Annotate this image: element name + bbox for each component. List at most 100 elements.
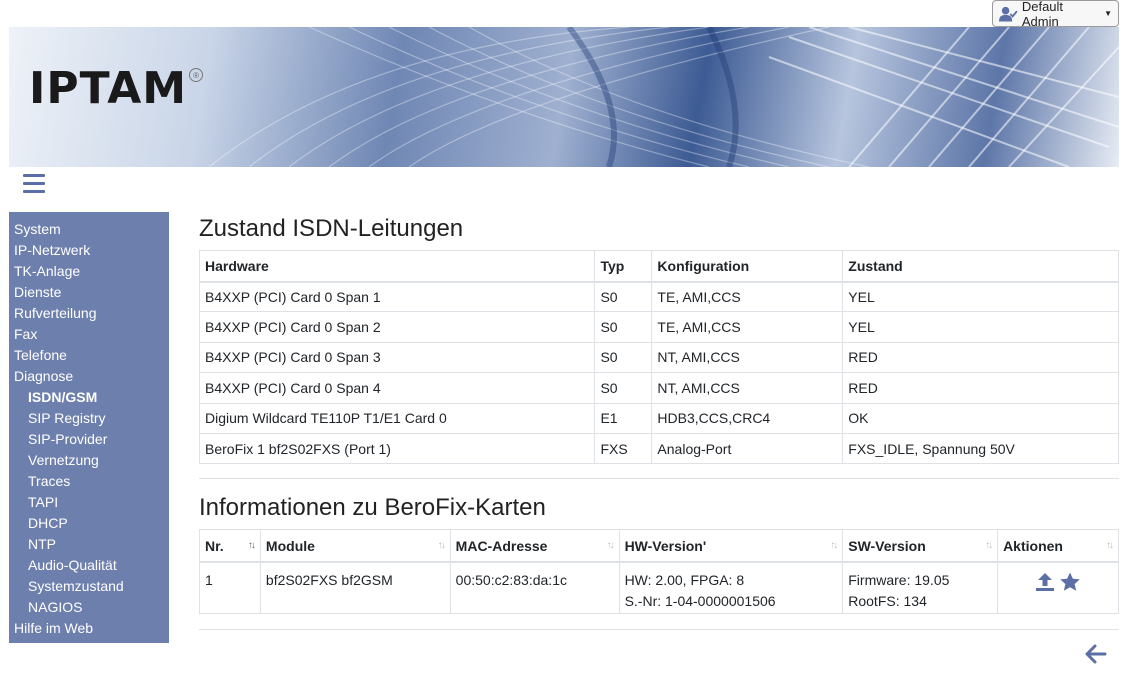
user-menu-button[interactable]: Default Admin ▼ bbox=[992, 0, 1119, 29]
cell-typ: S0 bbox=[594, 280, 653, 313]
column-header-sw-version[interactable]: SW-Version ↑↓ bbox=[842, 529, 999, 563]
berofix-table: Nr. ↑↓ Module ↑↓ MAC-Adresse ↑↓ HW-Version'… bbox=[199, 529, 1119, 615]
main-content: Zustand ISDN-Leitungen Hardware Typ Konf… bbox=[198, 212, 1119, 631]
cell-zustand: YEL bbox=[842, 280, 1119, 313]
cell-konfiguration: HDB3,CCS,CRC4 bbox=[651, 402, 844, 434]
sidebar-item-dhcp[interactable]: DHCP bbox=[28, 515, 68, 531]
column-header-label: MAC-Adresse bbox=[455, 537, 548, 554]
sidebar-item-traces[interactable]: Traces bbox=[28, 473, 71, 489]
table-row: B4XXP (PCI) Card 0 Span 2 S0 TE, AMI,CCS… bbox=[198, 311, 1119, 343]
cell-hw-version: HW: 2.00, FPGA: 8 S.-Nr: 1-04-0000001506 bbox=[618, 561, 844, 615]
registered-mark-icon: ® bbox=[189, 68, 204, 82]
column-header-hardware: Hardware bbox=[198, 250, 596, 283]
star-icon[interactable] bbox=[1059, 572, 1081, 592]
serial-number-line: S.-Nr: 1-04-0000001506 bbox=[624, 592, 776, 609]
caret-down-icon: ▼ bbox=[1104, 9, 1112, 18]
column-header-label: HW-Version' bbox=[624, 537, 707, 554]
sidebar-item-audio-qualitaet[interactable]: Audio-Qualität bbox=[28, 557, 117, 573]
cell-zustand: RED bbox=[842, 341, 1119, 374]
user-menu-label: Default Admin bbox=[1021, 0, 1064, 29]
cell-typ: S0 bbox=[594, 372, 653, 404]
sidebar-item-vernetzung[interactable]: Vernetzung bbox=[28, 452, 99, 468]
sort-icon: ↑↓ bbox=[247, 540, 256, 552]
hw-version-line: HW: 2.00, FPGA: 8 bbox=[624, 571, 745, 588]
table-row: Digium Wildcard TE110P T1/E1 Card 0 E1 H… bbox=[198, 402, 1119, 434]
sidebar-item-sip-registry[interactable]: SIP Registry bbox=[28, 410, 106, 426]
section-divider bbox=[199, 629, 1119, 631]
cell-konfiguration: Analog-Port bbox=[651, 432, 844, 465]
cell-hardware: B4XXP (PCI) Card 0 Span 2 bbox=[198, 311, 596, 343]
cell-konfiguration: TE, AMI,CCS bbox=[651, 280, 844, 313]
rootfs-line: RootFS: 134 bbox=[848, 592, 927, 609]
berofix-section-title: Informationen zu BeroFix-Karten bbox=[199, 494, 546, 522]
cell-typ: S0 bbox=[594, 311, 653, 343]
iptam-logo: IPTAM ® bbox=[29, 63, 204, 114]
cell-zustand: FXS_IDLE, Spannung 50V bbox=[842, 432, 1119, 465]
sidebar-item-sip-provider[interactable]: SIP-Provider bbox=[28, 431, 108, 447]
column-header-konfiguration: Konfiguration bbox=[651, 250, 844, 283]
column-header-label: Nr. bbox=[205, 537, 224, 554]
sidebar-item-ip-netzwerk[interactable]: IP-Netzwerk bbox=[14, 242, 91, 258]
column-header-hw-version[interactable]: HW-Version' ↑↓ bbox=[618, 529, 844, 563]
sort-icon: ↑↓ bbox=[1106, 540, 1114, 552]
sidebar-item-fax[interactable]: Fax bbox=[14, 326, 38, 342]
cell-hardware: BeroFix 1 bf2S02FXS (Port 1) bbox=[198, 432, 596, 465]
cell-konfiguration: NT, AMI,CCS bbox=[651, 341, 844, 374]
sidebar-item-nagios[interactable]: NAGIOS bbox=[28, 599, 83, 615]
sidebar-item-diagnose[interactable]: Diagnose bbox=[14, 368, 74, 384]
column-header-mac-adresse[interactable]: MAC-Adresse ↑↓ bbox=[449, 529, 620, 563]
sidebar-item-system[interactable]: System bbox=[14, 221, 61, 237]
sort-icon: ↑↓ bbox=[985, 540, 993, 552]
cell-hardware: B4XXP (PCI) Card 0 Span 1 bbox=[198, 280, 596, 313]
sort-icon: ↑↓ bbox=[830, 540, 838, 552]
cell-nr: 1 bbox=[199, 561, 261, 615]
logo-text: IPTAM bbox=[29, 63, 188, 114]
column-header-module[interactable]: Module ↑↓ bbox=[259, 529, 451, 563]
column-header-zustand: Zustand bbox=[842, 250, 1119, 283]
sidebar-item-ntp[interactable]: NTP bbox=[28, 536, 56, 552]
section-divider bbox=[199, 478, 1119, 480]
cell-typ: E1 bbox=[594, 402, 653, 434]
sidebar-item-isdn-gsm[interactable]: ISDN/GSM bbox=[28, 389, 98, 405]
column-header-typ: Typ bbox=[594, 250, 653, 283]
cell-aktionen bbox=[997, 561, 1119, 615]
isdn-section-title: Zustand ISDN-Leitungen bbox=[199, 215, 464, 242]
sidebar-item-rufverteilung[interactable]: Rufverteilung bbox=[14, 305, 97, 321]
table-header-row: Hardware Typ Konfiguration Zustand bbox=[198, 250, 1119, 283]
cell-hardware: B4XXP (PCI) Card 0 Span 4 bbox=[198, 372, 596, 404]
cell-hardware: B4XXP (PCI) Card 0 Span 3 bbox=[198, 341, 596, 374]
cell-konfiguration: NT, AMI,CCS bbox=[651, 372, 844, 404]
sidebar-item-hilfe-im-web[interactable]: Hilfe im Web bbox=[14, 620, 94, 636]
sidebar: System IP-Netzwerk TK-Anlage Dienste Ruf… bbox=[9, 212, 169, 643]
cell-zustand: RED bbox=[842, 372, 1119, 404]
table-row: B4XXP (PCI) Card 0 Span 4 S0 NT, AMI,CCS… bbox=[198, 372, 1119, 404]
upload-icon[interactable] bbox=[1035, 572, 1055, 592]
cell-zustand: OK bbox=[842, 402, 1119, 434]
sidebar-item-dienste[interactable]: Dienste bbox=[14, 284, 62, 300]
table-row: B4XXP (PCI) Card 0 Span 3 S0 NT, AMI,CCS… bbox=[198, 341, 1119, 374]
cell-mac: 00:50:c2:83:da:1c bbox=[449, 561, 620, 615]
sidebar-item-systemzustand[interactable]: Systemzustand bbox=[28, 578, 124, 594]
sidebar-item-tapi[interactable]: TAPI bbox=[28, 494, 59, 510]
column-header-aktionen[interactable]: Aktionen ↑↓ bbox=[997, 529, 1119, 563]
cell-sw-version: Firmware: 19.05 RootFS: 134 bbox=[842, 561, 999, 615]
cell-typ: FXS bbox=[594, 432, 653, 465]
firmware-line: Firmware: 19.05 bbox=[848, 571, 950, 588]
sidebar-item-telefone[interactable]: Telefone bbox=[14, 347, 67, 363]
table-header-row: Nr. ↑↓ Module ↑↓ MAC-Adresse ↑↓ HW-Version'… bbox=[199, 529, 1119, 563]
sidebar-item-tk-anlage[interactable]: TK-Anlage bbox=[14, 263, 81, 279]
cell-hardware: Digium Wildcard TE110P T1/E1 Card 0 bbox=[198, 402, 596, 434]
table-row: 1 bf2S02FXS bf2GSM 00:50:c2:83:da:1c HW:… bbox=[199, 561, 1119, 615]
isdn-table: Hardware Typ Konfiguration Zustand B4XXP… bbox=[198, 250, 1119, 465]
header-banner: IPTAM ® bbox=[9, 27, 1119, 167]
cell-module: bf2S02FXS bf2GSM bbox=[259, 561, 451, 615]
arrow-left-icon[interactable] bbox=[1085, 643, 1107, 665]
sort-icon: ↑↓ bbox=[606, 540, 615, 552]
user-check-icon bbox=[999, 6, 1018, 22]
cell-konfiguration: TE, AMI,CCS bbox=[651, 311, 844, 343]
hamburger-menu-icon[interactable] bbox=[23, 174, 45, 194]
column-header-nr[interactable]: Nr. ↑↓ bbox=[199, 529, 261, 563]
table-row: BeroFix 1 bf2S02FXS (Port 1) FXS Analog-… bbox=[198, 432, 1119, 465]
banner-graphic bbox=[208, 27, 1119, 167]
table-row: B4XXP (PCI) Card 0 Span 1 S0 TE, AMI,CCS… bbox=[198, 280, 1119, 313]
